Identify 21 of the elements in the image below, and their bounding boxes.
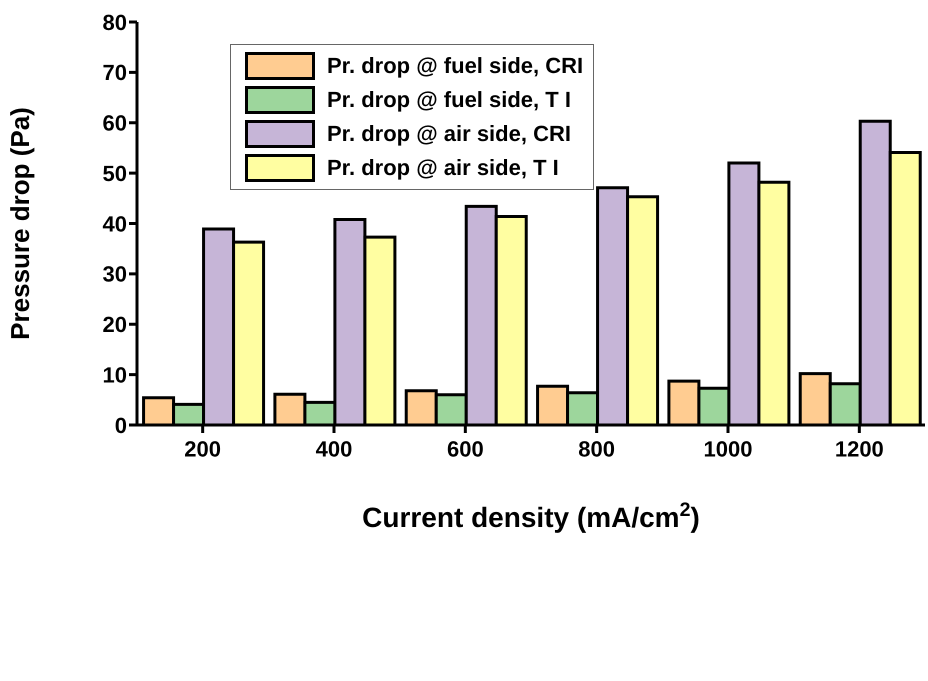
x-tick-label: 200 [184,436,222,462]
x-tick-label: 600 [446,436,484,462]
y-tick-label: 70 [102,60,127,86]
legend-label: Pr. drop @ fuel side, T I [327,87,571,113]
x-tick-label: 1200 [834,436,884,462]
y-tick-label: 40 [102,211,127,236]
y-axis-title: Pressure drop (Pa) [5,107,36,340]
legend-label: Pr. drop @ air side, CRI [327,121,571,147]
x-tick-label: 800 [578,436,616,462]
y-tick-label: 60 [102,110,127,136]
y-tick-label: 0 [114,412,127,438]
y-tick-label: 80 [102,10,127,35]
x-tick-label: 400 [316,436,352,462]
x-axis-title: Current density (mA/cm$^{2}$) [362,499,700,533]
y-tick-label: 20 [102,312,127,338]
legend-label: Pr. drop @ fuel side, CRI [327,53,584,79]
y-tick-label: 10 [102,362,127,388]
x-tick-label: 1000 [704,436,752,462]
y-tick-label: 30 [102,262,127,287]
y-tick-label: 50 [102,160,127,186]
legend-label: Pr. drop @ air side, T I [327,155,559,181]
